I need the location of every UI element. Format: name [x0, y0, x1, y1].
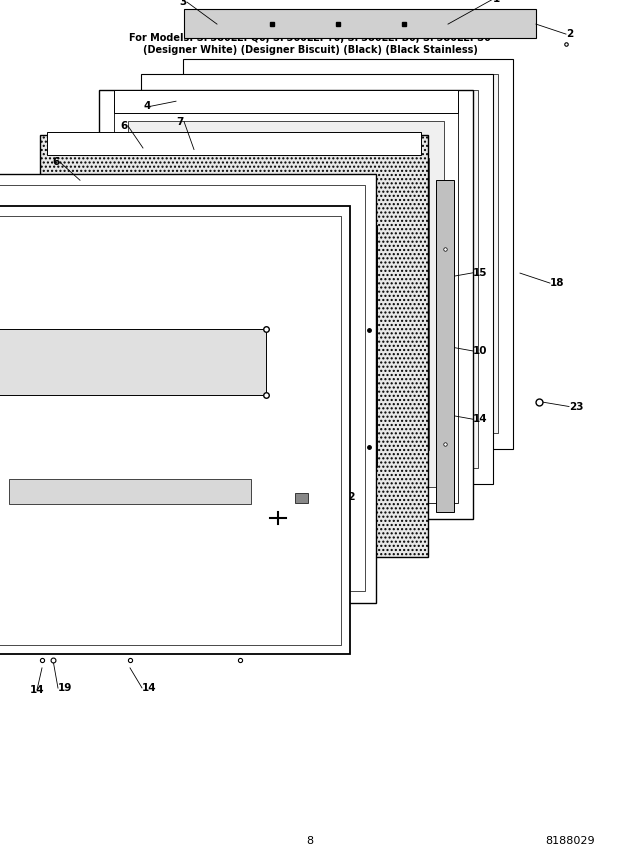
Text: 8: 8 [306, 836, 314, 846]
Text: 21: 21 [283, 548, 298, 558]
Polygon shape [40, 135, 428, 556]
Polygon shape [436, 181, 454, 512]
Text: 9: 9 [10, 239, 17, 248]
Text: DOOR PARTS: DOOR PARTS [247, 14, 373, 31]
Polygon shape [170, 125, 464, 433]
Polygon shape [91, 225, 377, 467]
Text: 7: 7 [177, 116, 184, 127]
Text: 8188029: 8188029 [545, 836, 595, 846]
Text: 14: 14 [30, 685, 44, 695]
Text: 23: 23 [569, 401, 583, 412]
Polygon shape [115, 105, 458, 503]
Polygon shape [0, 329, 267, 395]
Text: 4: 4 [144, 101, 151, 111]
Polygon shape [9, 479, 251, 504]
Polygon shape [0, 185, 365, 591]
Polygon shape [295, 493, 308, 503]
Polygon shape [143, 158, 429, 450]
Text: 14: 14 [473, 414, 488, 425]
Text: 19: 19 [58, 683, 73, 693]
Polygon shape [0, 216, 341, 645]
Polygon shape [128, 121, 445, 487]
Polygon shape [184, 9, 536, 38]
Polygon shape [157, 90, 478, 468]
Text: 12: 12 [256, 617, 270, 627]
Text: For Models: SF380LEPQ0, SF360LEPT0, SF380LEPB0, SF380LEPS0: For Models: SF380LEPQ0, SF360LEPT0, SF38… [129, 33, 491, 43]
Polygon shape [115, 90, 458, 113]
Polygon shape [32, 267, 332, 509]
Polygon shape [141, 74, 493, 484]
Polygon shape [0, 174, 376, 603]
Text: 22: 22 [341, 492, 355, 502]
Text: 10: 10 [473, 346, 488, 356]
Text: 18: 18 [550, 278, 564, 288]
Text: 14: 14 [307, 631, 322, 641]
Text: 6: 6 [121, 121, 128, 131]
Polygon shape [0, 205, 350, 654]
Polygon shape [199, 74, 498, 433]
Text: 2: 2 [566, 29, 574, 39]
Text: 1: 1 [493, 0, 500, 4]
Text: 3: 3 [180, 0, 187, 7]
Text: (Designer White) (Designer Biscuit) (Black) (Black Stainless): (Designer White) (Designer Biscuit) (Bla… [143, 45, 477, 55]
Polygon shape [99, 90, 473, 519]
Text: 15: 15 [473, 268, 488, 277]
Polygon shape [184, 58, 513, 449]
Text: 14: 14 [142, 683, 157, 693]
Text: 22: 22 [315, 548, 329, 558]
Text: 6: 6 [53, 158, 60, 167]
Polygon shape [47, 132, 421, 155]
